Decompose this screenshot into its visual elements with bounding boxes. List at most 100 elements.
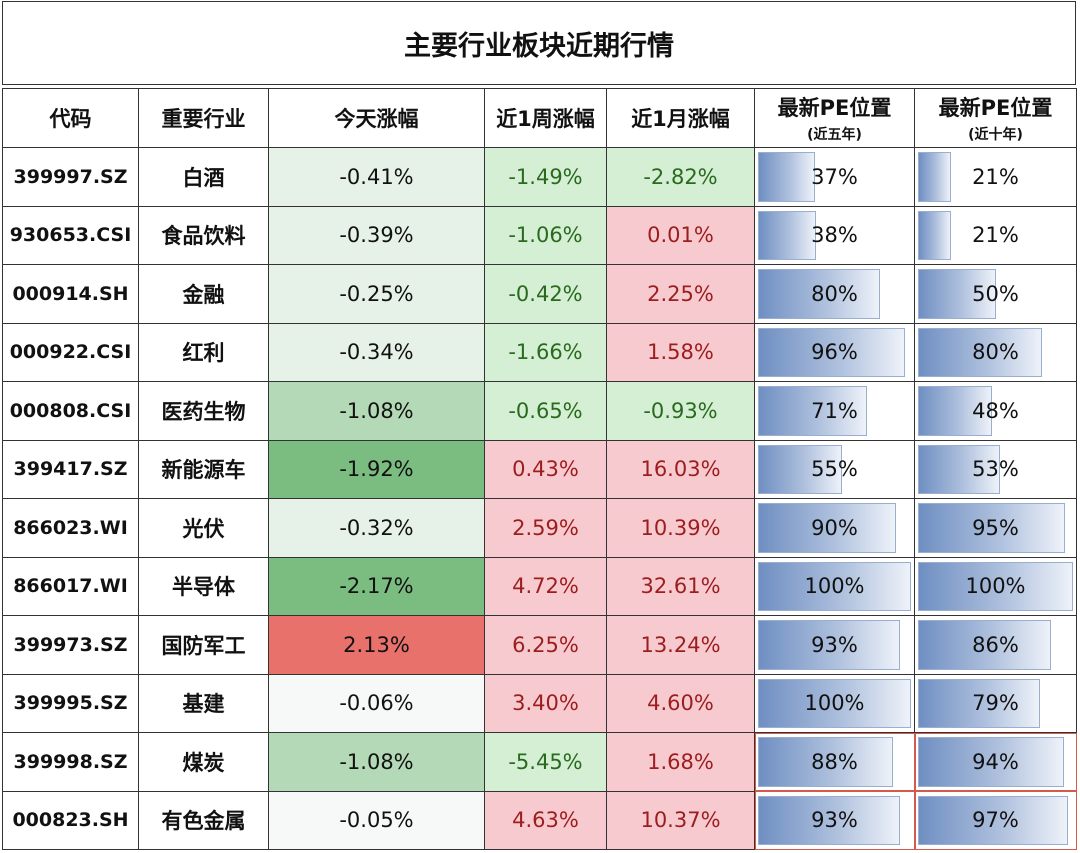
cell-month-change: 13.24% xyxy=(606,615,755,675)
cell-today-change: -1.08% xyxy=(268,732,485,792)
cell-pe5: 88% xyxy=(754,732,915,792)
cell-week-change: 2.59% xyxy=(484,498,607,558)
cell-pe5-bar xyxy=(758,327,905,377)
cell-pe10-bar xyxy=(918,503,1066,553)
cell-pe10-value: 48% xyxy=(972,398,1019,423)
table-row: 399417.SZ 新能源车 -1.92% 0.43% 16.03% 55% 53% xyxy=(2,439,1077,499)
cell-pe10-value: 50% xyxy=(972,281,1019,306)
header-pe5-sub: (近五年) xyxy=(807,127,862,143)
cell-today-change: -0.39% xyxy=(268,205,485,265)
table-row: 930653.CSI 食品饮料 -0.39% -1.06% 0.01% 38% 21% xyxy=(2,205,1077,265)
cell-industry: 金融 xyxy=(138,264,269,324)
cell-pe10-value: 100% xyxy=(965,574,1026,599)
header-pe10-sub: (近十年) xyxy=(968,127,1023,143)
cell-pe5: 100% xyxy=(754,556,915,616)
cell-week-change: -1.06% xyxy=(484,205,607,265)
cell-industry: 新能源车 xyxy=(138,439,269,499)
cell-pe10-bar xyxy=(918,386,993,436)
cell-code: 930653.CSI xyxy=(2,205,139,265)
cell-today-change: -0.32% xyxy=(268,498,485,558)
cell-pe10-bar xyxy=(918,620,1052,670)
cell-month-change: 1.58% xyxy=(606,322,755,382)
cell-month-change: 0.01% xyxy=(606,205,755,265)
table-row: 399997.SZ 白酒 -0.41% -1.49% -2.82% 37% 21% xyxy=(2,147,1077,207)
cell-week-change: 6.25% xyxy=(484,615,607,675)
cell-week-change: -1.66% xyxy=(484,322,607,382)
header-pe5: 最新PE位置 (近五年) xyxy=(754,88,915,148)
table-row: 399998.SZ 煤炭 -1.08% -5.45% 1.68% 88% 94% xyxy=(2,732,1077,792)
header-week: 近1周涨幅 xyxy=(484,88,607,148)
table-row: 000823.SH 有色金属 -0.05% 4.63% 10.37% 93% 97% xyxy=(2,790,1077,850)
cell-pe10-value: 95% xyxy=(972,515,1019,540)
cell-pe5-value: 100% xyxy=(804,574,865,599)
cell-week-change: -0.42% xyxy=(484,264,607,324)
cell-pe10: 79% xyxy=(914,673,1077,733)
cell-month-change: -2.82% xyxy=(606,147,755,207)
cell-today-change: -0.06% xyxy=(268,673,485,733)
header-pe10-main: 最新PE位置 xyxy=(938,96,1053,120)
cell-today-change: -0.41% xyxy=(268,147,485,207)
cell-pe5-bar xyxy=(758,678,911,728)
cell-pe10-value: 86% xyxy=(972,632,1019,657)
cell-pe10: 50% xyxy=(914,264,1077,324)
header-industry: 重要行业 xyxy=(138,88,269,148)
cell-pe5-value: 80% xyxy=(811,281,858,306)
cell-today-change: -0.34% xyxy=(268,322,485,382)
cell-code: 399995.SZ xyxy=(2,673,139,733)
cell-week-change: -0.65% xyxy=(484,381,607,441)
cell-pe5-bar xyxy=(758,503,896,553)
cell-industry: 国防军工 xyxy=(138,615,269,675)
cell-pe10-value: 97% xyxy=(972,808,1019,833)
cell-pe5-value: 37% xyxy=(811,164,858,189)
cell-month-change: 10.37% xyxy=(606,790,755,850)
cell-today-change: 2.13% xyxy=(268,615,485,675)
cell-today-change: -1.92% xyxy=(268,439,485,499)
cell-pe5-value: 93% xyxy=(811,808,858,833)
cell-pe10: 94% xyxy=(914,732,1077,792)
cell-pe10: 21% xyxy=(914,147,1077,207)
header-today: 今天涨幅 xyxy=(268,88,485,148)
cell-pe5-bar xyxy=(758,737,893,787)
cell-pe10-value: 79% xyxy=(972,691,1019,716)
cell-pe5-bar xyxy=(758,269,881,319)
cell-pe10-value: 80% xyxy=(972,340,1019,365)
cell-code: 000922.CSI xyxy=(2,322,139,382)
cell-code: 000808.CSI xyxy=(2,381,139,441)
cell-pe10-bar xyxy=(918,737,1064,787)
cell-pe5: 96% xyxy=(754,322,915,382)
table-title: 主要行业板块近期行情 xyxy=(2,1,1076,85)
cell-pe5-value: 71% xyxy=(811,398,858,423)
cell-pe10: 86% xyxy=(914,615,1077,675)
header-month: 近1月涨幅 xyxy=(606,88,755,148)
industry-table: 代码 重要行业 今天涨幅 近1周涨幅 近1月涨幅 最新PE位置 (近五年) 最新… xyxy=(2,88,1077,850)
cell-today-change: -2.17% xyxy=(268,556,485,616)
cell-pe5: 93% xyxy=(754,615,915,675)
cell-code: 866023.WI xyxy=(2,498,139,558)
cell-pe10-value: 94% xyxy=(972,749,1019,774)
cell-pe10-bar xyxy=(918,678,1041,728)
cell-pe5: 80% xyxy=(754,264,915,324)
cell-pe5-bar xyxy=(758,152,815,202)
cell-pe5: 55% xyxy=(754,439,915,499)
cell-pe5: 71% xyxy=(754,381,915,441)
header-code: 代码 xyxy=(2,88,139,148)
cell-pe10-bar xyxy=(918,795,1069,845)
table-row: 000808.CSI 医药生物 -1.08% -0.65% -0.93% 71% 48% xyxy=(2,381,1077,441)
cell-pe5-value: 88% xyxy=(811,749,858,774)
header-pe10: 最新PE位置 (近十年) xyxy=(914,88,1077,148)
table-row: 000914.SH 金融 -0.25% -0.42% 2.25% 80% 50% xyxy=(2,264,1077,324)
cell-week-change: 4.72% xyxy=(484,556,607,616)
cell-industry: 食品饮料 xyxy=(138,205,269,265)
cell-month-change: 10.39% xyxy=(606,498,755,558)
cell-pe5: 90% xyxy=(754,498,915,558)
cell-pe10-bar xyxy=(918,152,951,202)
table-row: 866017.WI 半导体 -2.17% 4.72% 32.61% 100% 100% xyxy=(2,556,1077,616)
cell-month-change: 4.60% xyxy=(606,673,755,733)
cell-pe5-value: 96% xyxy=(811,340,858,365)
cell-industry: 有色金属 xyxy=(138,790,269,850)
cell-industry: 基建 xyxy=(138,673,269,733)
cell-pe5: 100% xyxy=(754,673,915,733)
cell-pe5-value: 90% xyxy=(811,515,858,540)
cell-code: 000823.SH xyxy=(2,790,139,850)
